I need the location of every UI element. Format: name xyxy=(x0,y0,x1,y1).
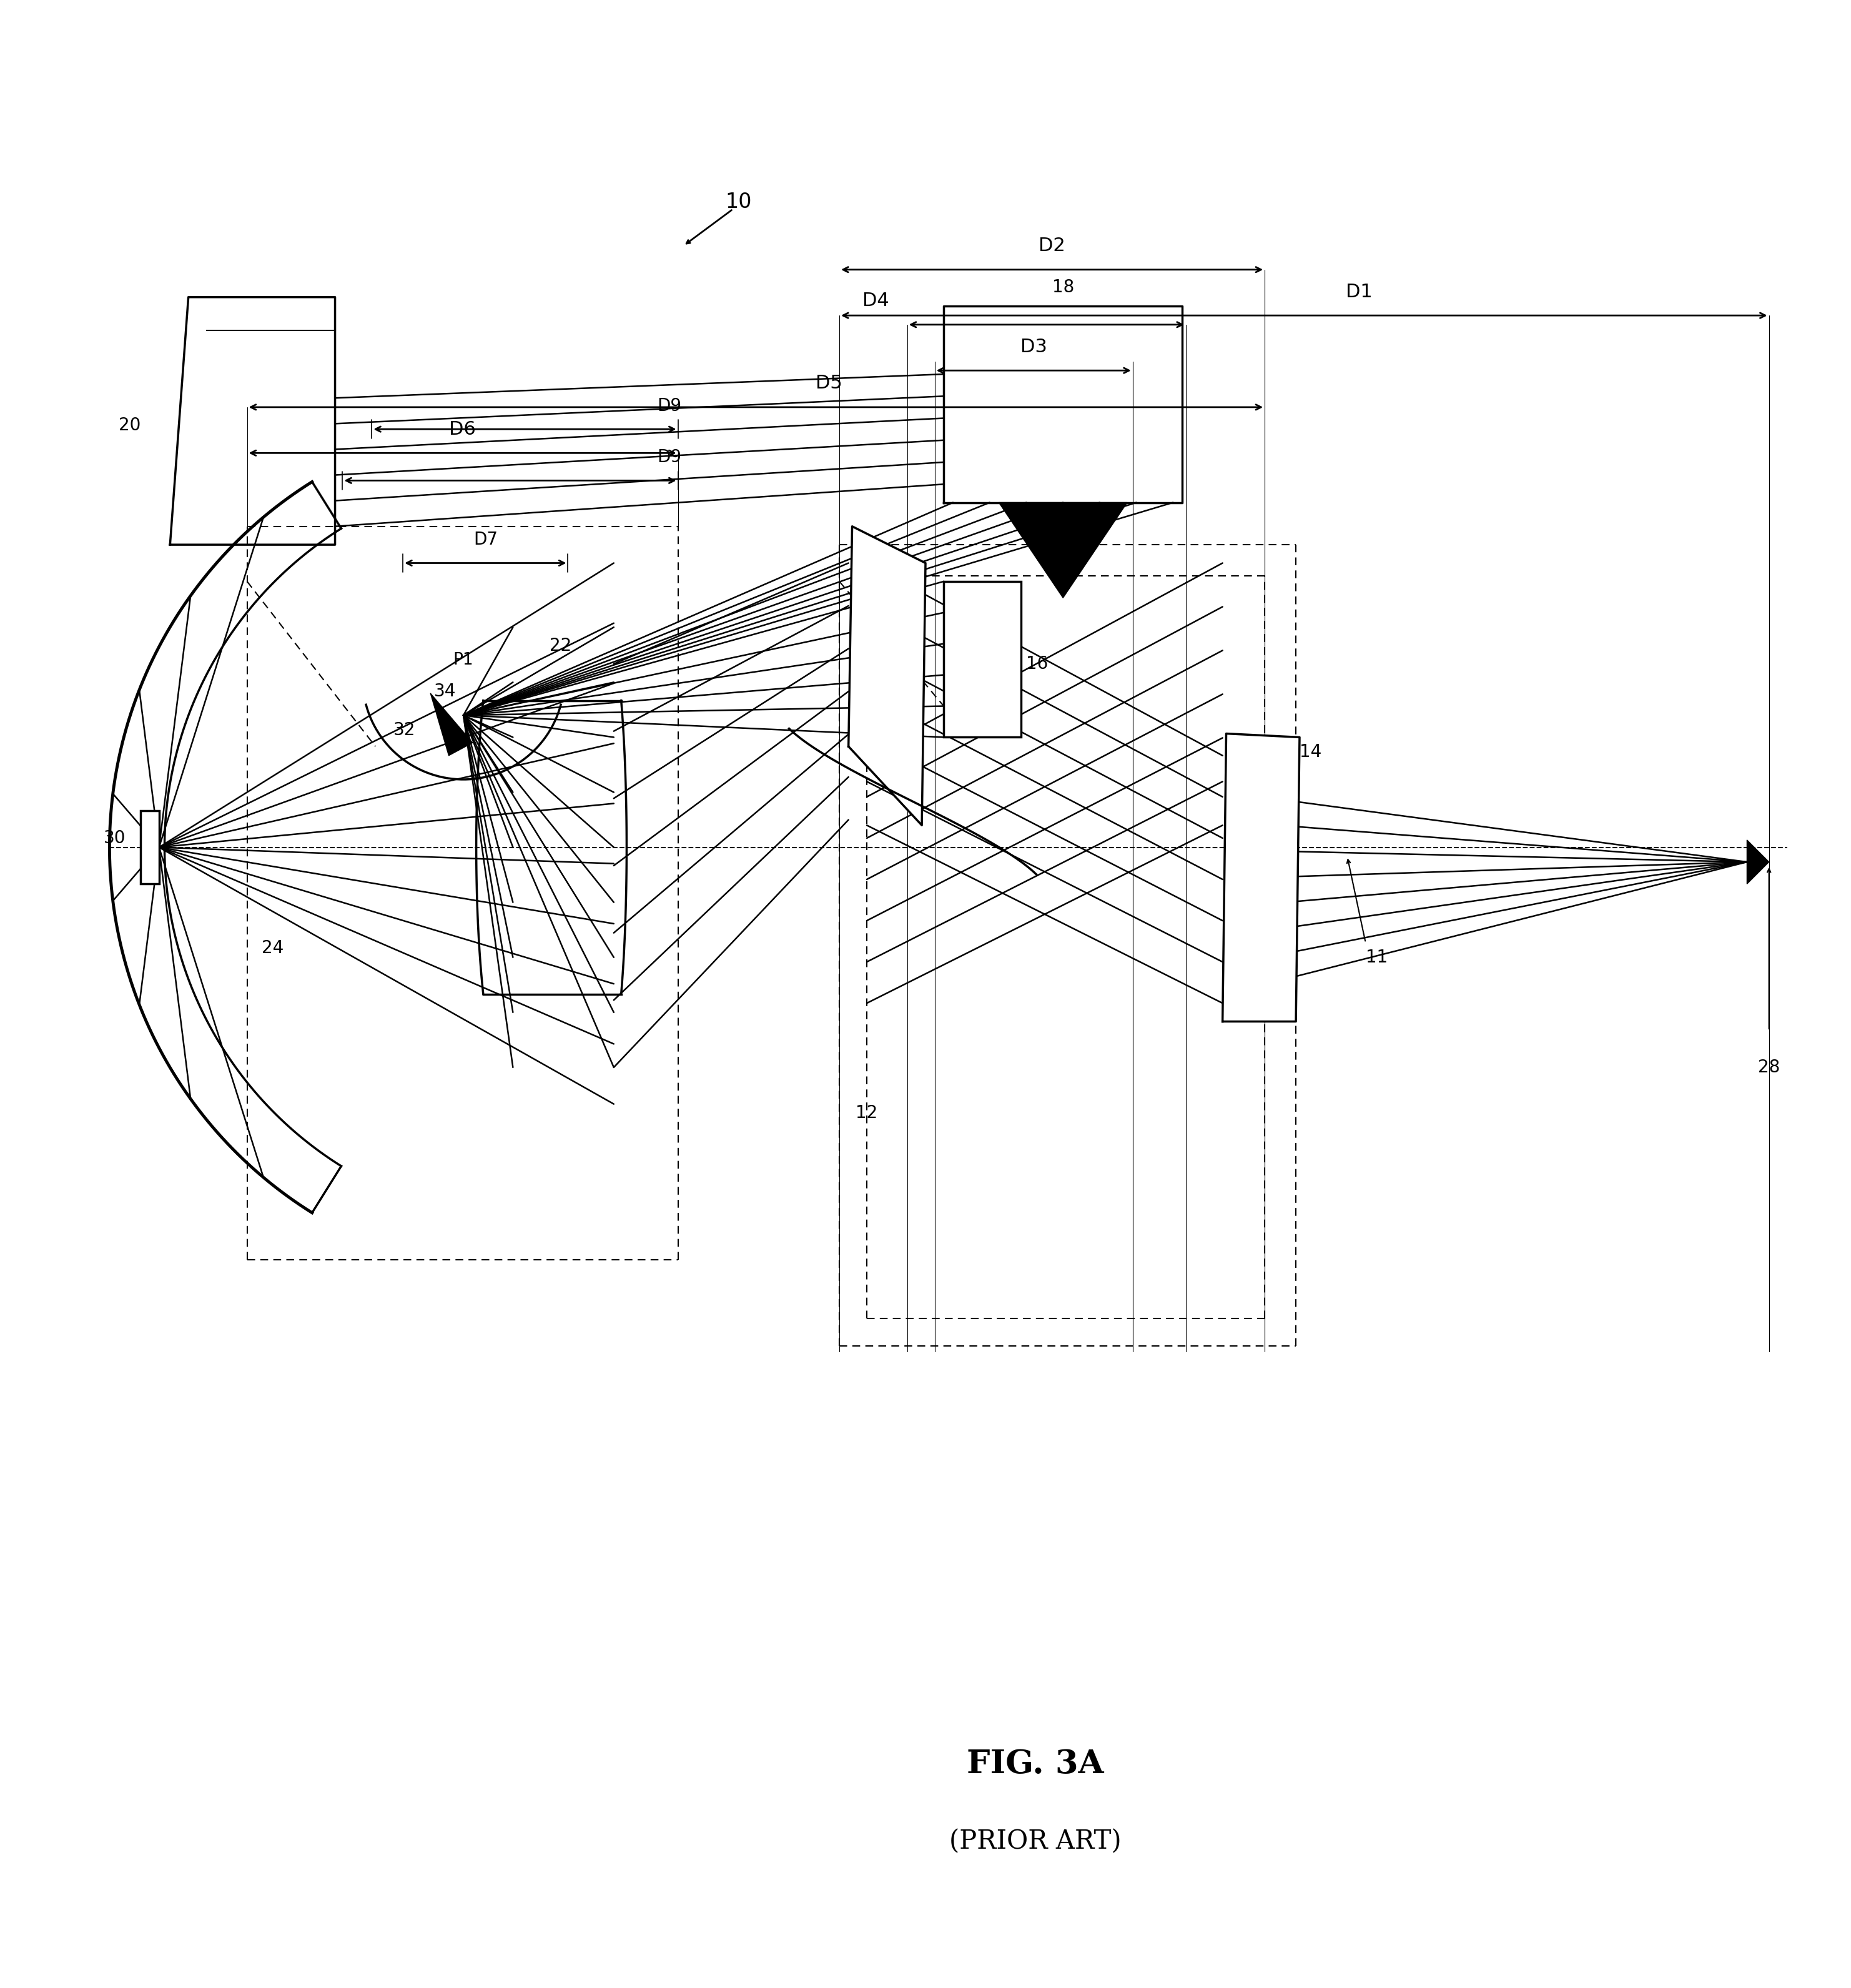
Text: 22: 22 xyxy=(550,636,572,654)
Text: D4: D4 xyxy=(863,292,888,310)
Text: 14: 14 xyxy=(1299,744,1322,761)
Text: D9: D9 xyxy=(657,398,681,414)
Text: D9: D9 xyxy=(657,449,681,465)
Text: 20: 20 xyxy=(118,417,141,433)
Text: 28: 28 xyxy=(1758,1060,1781,1076)
Text: 24: 24 xyxy=(261,940,283,956)
Polygon shape xyxy=(1222,734,1299,1022)
Polygon shape xyxy=(1000,503,1127,598)
Text: 30: 30 xyxy=(104,829,126,847)
Text: D3: D3 xyxy=(1020,338,1048,356)
Text: 11: 11 xyxy=(1366,948,1388,966)
Polygon shape xyxy=(431,694,472,755)
Polygon shape xyxy=(848,527,926,825)
Text: D6: D6 xyxy=(450,419,476,437)
Text: 18: 18 xyxy=(1051,278,1074,296)
Bar xyxy=(141,811,159,885)
Text: D1: D1 xyxy=(1346,282,1372,300)
Text: 32: 32 xyxy=(394,722,416,740)
Text: 26: 26 xyxy=(870,604,892,622)
Text: 12: 12 xyxy=(855,1105,877,1121)
Bar xyxy=(944,580,1022,738)
Text: P1: P1 xyxy=(453,652,474,668)
Polygon shape xyxy=(1747,841,1770,885)
Text: 13: 13 xyxy=(851,628,874,646)
Text: 10: 10 xyxy=(726,191,752,213)
Text: D2: D2 xyxy=(1038,237,1066,254)
Text: FIG. 3A: FIG. 3A xyxy=(966,1747,1103,1779)
Text: (PRIOR ART): (PRIOR ART) xyxy=(950,1829,1122,1855)
Text: D5: D5 xyxy=(816,374,842,392)
Text: 34: 34 xyxy=(433,682,455,700)
Text: D7: D7 xyxy=(474,531,498,549)
Text: 16: 16 xyxy=(1025,656,1048,672)
